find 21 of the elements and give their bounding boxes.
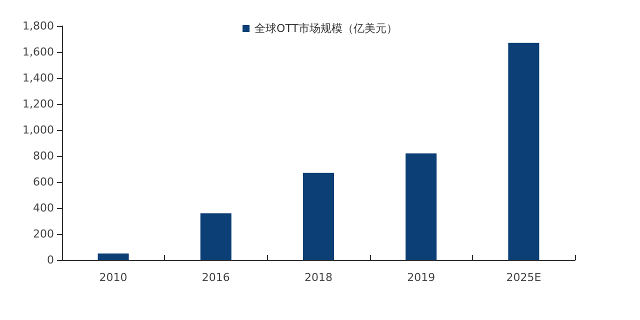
- x-tick-label: 2010: [99, 271, 128, 284]
- y-tick-label: 1,600: [22, 46, 54, 58]
- y-tick-label: 0: [47, 254, 54, 266]
- bar: [303, 172, 334, 260]
- legend-label: 全球OTT市场规模（亿美元）: [254, 22, 398, 35]
- y-tick-label: 200: [33, 228, 54, 240]
- y-tick-label: 400: [33, 202, 54, 214]
- bar: [98, 254, 129, 260]
- bar: [406, 153, 437, 260]
- x-tick-label: 2019: [407, 271, 436, 284]
- y-tick-label: 1,400: [22, 72, 54, 84]
- x-tick-label: 2016: [202, 271, 230, 284]
- y-tick-label: 600: [33, 176, 54, 188]
- bar: [508, 42, 540, 260]
- y-tick-label: 1,200: [22, 98, 54, 110]
- x-tick-label: 2025E: [506, 271, 542, 284]
- y-tick-label: 1,000: [22, 124, 54, 136]
- y-tick-label: 1,800: [22, 20, 54, 32]
- x-tick-label: 2018: [304, 271, 332, 284]
- y-tick-label: 800: [33, 150, 54, 162]
- bar: [200, 213, 232, 260]
